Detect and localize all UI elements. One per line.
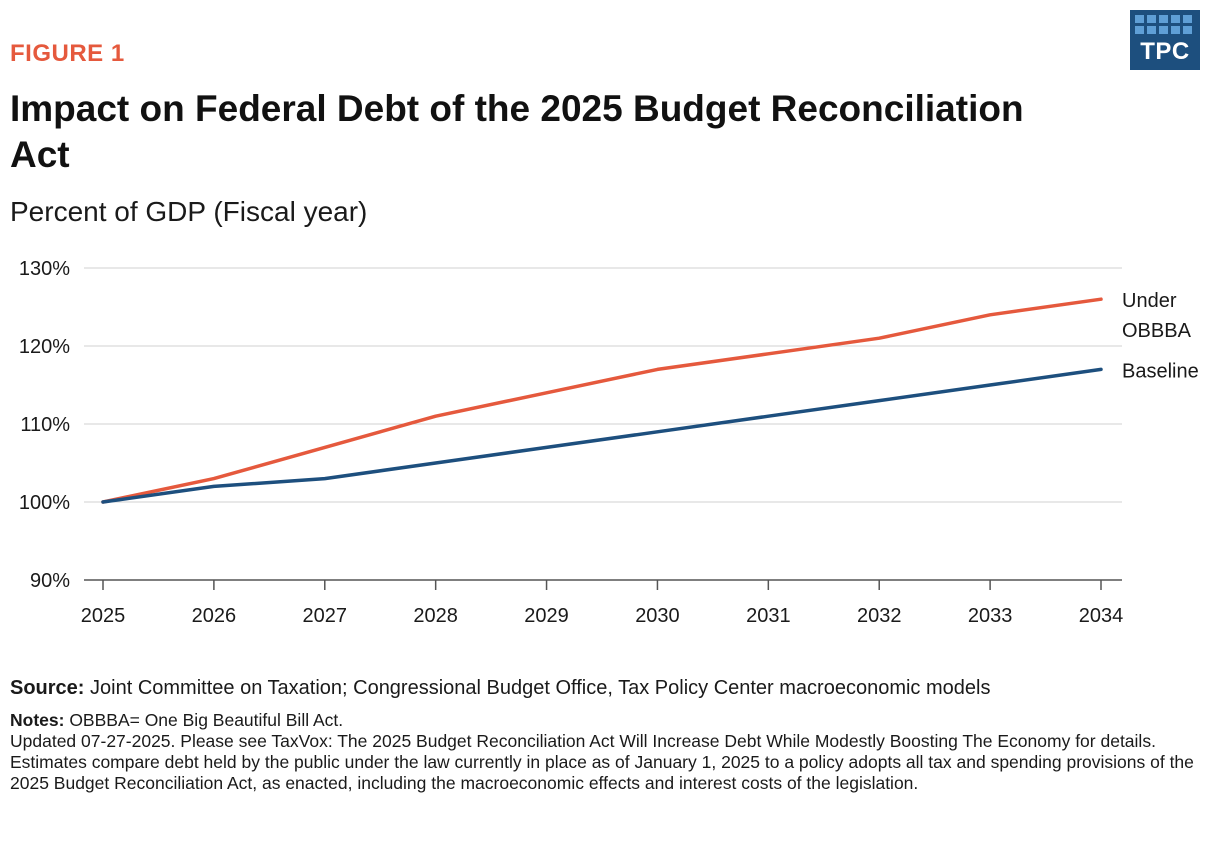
- source-text: Joint Committee on Taxation; Congression…: [84, 677, 991, 699]
- series-labels: Under OBBBA Baseline: [1122, 290, 1199, 382]
- notes-label: Notes:: [10, 710, 65, 730]
- logo-text: TPC: [1140, 38, 1190, 65]
- grid-lines: [84, 267, 1122, 581]
- tpc-logo: TPC: [1130, 10, 1200, 70]
- x-tick-label: 2032: [857, 605, 902, 627]
- x-tick-label: 2031: [746, 605, 791, 627]
- x-tick-label: 2025: [81, 605, 126, 627]
- x-tick-label: 2026: [192, 605, 237, 627]
- series-lines: [101, 297, 1103, 504]
- chart-title: Impact on Federal Debt of the 2025 Budge…: [10, 88, 1024, 175]
- x-tick-label: 2029: [524, 605, 569, 627]
- series-line-baseline: [101, 367, 1103, 504]
- chart-footer: Source: Joint Committee on Taxation; Con…: [10, 674, 1210, 794]
- x-tick-label: 2027: [303, 605, 348, 627]
- notes-first: OBBBA= One Big Beautiful Bill Act.: [64, 710, 344, 730]
- line-chart: 90% 100% 110% 120% 130% 2025 2026 2027 2028 2029…: [19, 258, 1199, 627]
- notes-estimates: Estimates compare debt held by the publi…: [10, 752, 1194, 793]
- series-label: Under OBBBA: [1122, 290, 1192, 342]
- y-tick-label: 110%: [20, 414, 70, 436]
- series-line-under-obbba: [101, 297, 1103, 504]
- y-axis-ticks: 90% 100% 110% 120% 130%: [19, 258, 70, 592]
- source-note: Source: Joint Committee on Taxation; Con…: [10, 674, 1210, 702]
- x-tick-label: 2034: [1079, 605, 1124, 627]
- y-tick-label: 130%: [19, 258, 70, 280]
- y-tick-label: 100%: [19, 492, 70, 514]
- x-axis: 2025 2026 2027 2028 2029 2030 2031 2032 2033 2034: [81, 580, 1124, 627]
- x-tick-label: 2033: [968, 605, 1013, 627]
- logo-grid-icon: [1135, 15, 1195, 35]
- source-label: Source:: [10, 677, 85, 699]
- chart-subtitle: Percent of GDP (Fiscal year): [10, 196, 368, 227]
- series-label: Baseline: [1122, 360, 1199, 382]
- figure-label: FIGURE 1: [10, 40, 125, 67]
- y-tick-label: 120%: [19, 336, 70, 358]
- notes-updated: Updated 07-27-2025. Please see TaxVox: T…: [10, 731, 1156, 751]
- y-tick-label: 90%: [30, 570, 70, 592]
- x-tick-label: 2028: [413, 605, 458, 627]
- notes: Notes: OBBBA= One Big Beautiful Bill Act…: [10, 710, 1210, 794]
- x-tick-label: 2030: [635, 605, 680, 627]
